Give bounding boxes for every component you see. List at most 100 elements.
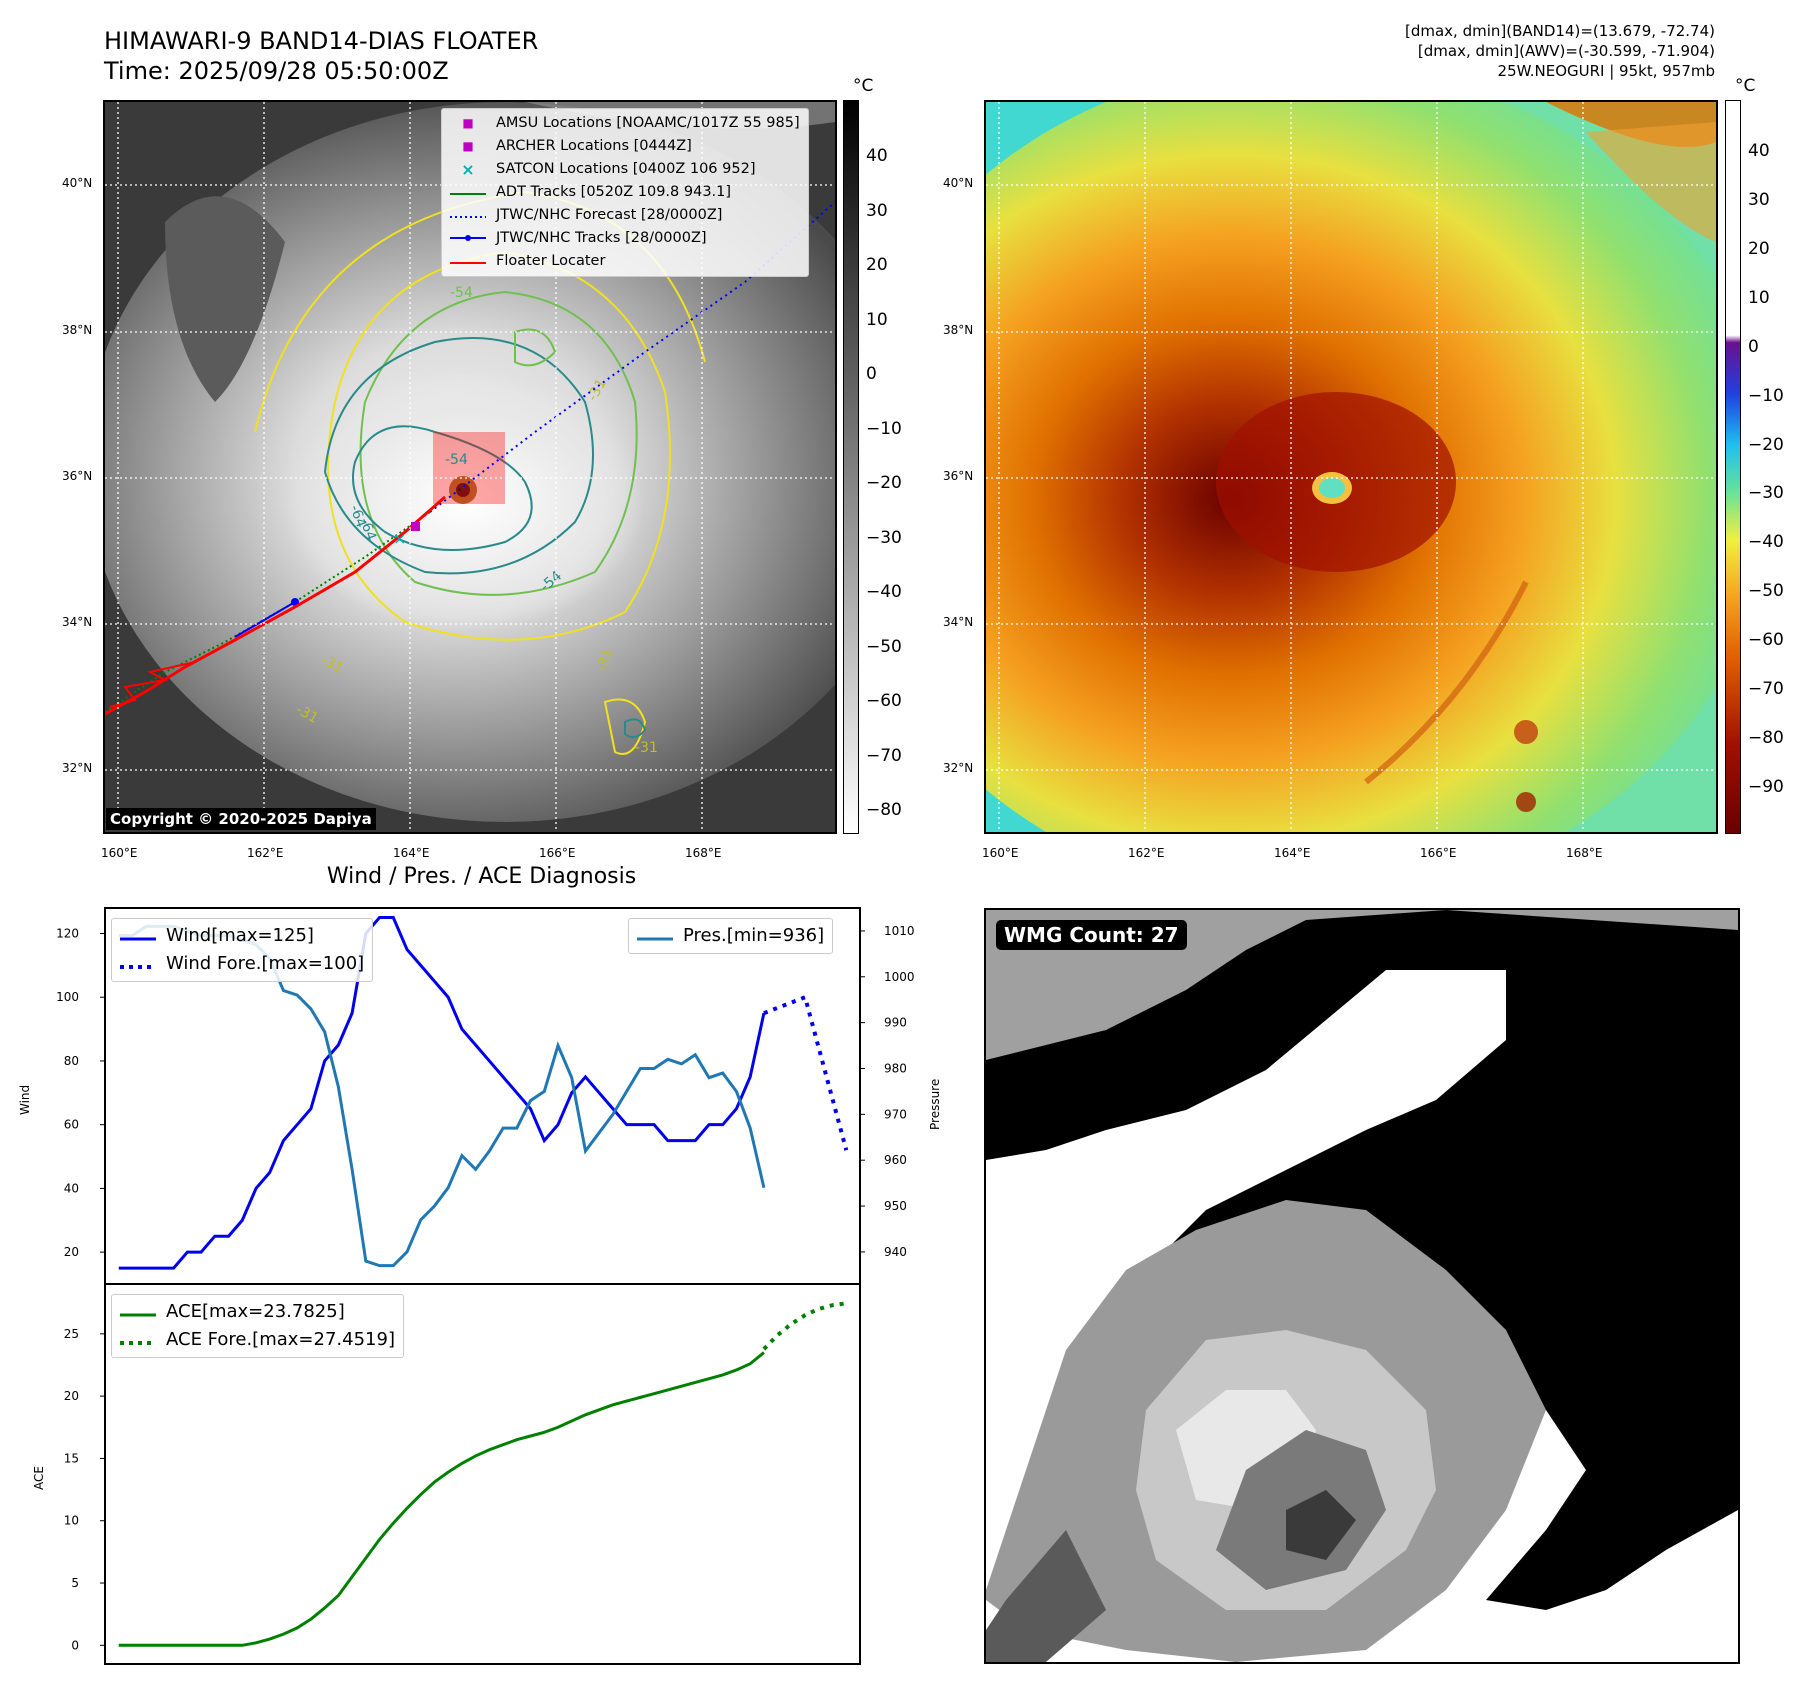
colorbar-tick-label: −80 — [1748, 728, 1784, 749]
lon-label: 164°E — [1274, 846, 1311, 860]
contour-label: -64 — [356, 516, 379, 543]
y2-tick-label: 940 — [884, 1245, 907, 1259]
plot-frame — [104, 1283, 861, 1665]
colorbar-tick-label: −90 — [1748, 777, 1784, 797]
legend-item-ace: ACE[max=23.7825] — [118, 1298, 395, 1326]
legend-item-amsu: ■ AMSU Locations [NOAAMC/1017Z 55 985] — [448, 112, 799, 135]
lon-label: 160°E — [101, 846, 138, 860]
ace-chart: 0 5 10 15 20 25 — [64, 1283, 861, 1665]
colorbar-tick-label: 40 — [1748, 141, 1770, 161]
colorbar-tick-label: −70 — [1748, 679, 1784, 700]
colorbar-tick-label: −70 — [866, 745, 902, 766]
legend-item-wind: Wind[max=125] — [118, 922, 364, 950]
lat-label: 32°N — [62, 761, 93, 775]
lon-label: 166°E — [1420, 846, 1457, 860]
svg-text:×: × — [393, 529, 406, 548]
figure-title: HIMAWARI-9 BAND14-DIAS FLOATER — [104, 27, 539, 55]
dotted-line-icon — [118, 950, 158, 978]
ace-forecast-line — [762, 1301, 847, 1351]
lon-label: 166°E — [539, 846, 576, 860]
chart-title: Wind / Pres. / ACE Diagnosis — [326, 864, 637, 889]
ir-map-panel: -54 -64 -64 -54 -31 -31 -31 -31 -31 -54 … — [103, 100, 837, 834]
info-band14-range: [dmax, dmin](BAND14)=(13.679, -72.74) — [1404, 22, 1715, 40]
legend-item-pressure: Pres.[min=936] — [635, 922, 824, 950]
legend-item-forecast: JTWC/NHC Forecast [28/0000Z] — [448, 204, 800, 227]
square-marker-icon: ■ — [462, 139, 474, 153]
colorbar-tick-label: −40 — [1748, 532, 1784, 553]
y2-tick-label: 980 — [884, 1061, 907, 1075]
legend-item-satcon: × SATCON Locations [0400Z 106 952] — [448, 158, 800, 181]
lat-label: 38°N — [62, 323, 93, 337]
legend-item-ace-forecast: ACE Fore.[max=27.4519] — [118, 1326, 395, 1354]
colorbar-awv — [1725, 100, 1741, 834]
wmg-panel: WMG Count: 27 — [984, 908, 1740, 1664]
info-awv-range: [dmax, dmin](AWV)=(-30.599, -71.904) — [1417, 42, 1715, 60]
colorbar-tick-label: 10 — [866, 309, 888, 330]
y-tick-label: 120 — [56, 926, 79, 940]
lon-label: 164°E — [393, 846, 430, 860]
ace-legend: ACE[max=23.7825] ACE Fore.[max=27.4519] — [111, 1294, 404, 1358]
colorbar-tick-label: −80 — [866, 800, 902, 820]
legend-item-tracks: JTWC/NHC Tracks [28/0000Z] — [448, 227, 800, 250]
contour-label: -54 — [445, 452, 468, 468]
solid-line-icon — [118, 1298, 158, 1326]
colorbar-tick-label: −60 — [866, 691, 902, 711]
wmg-image — [986, 910, 1738, 1662]
legend-item-wind-forecast: Wind Fore.[max=100] — [118, 950, 364, 978]
y-tick-label: 20 — [64, 1245, 79, 1259]
y-tick-label: 0 — [71, 1638, 79, 1652]
colorbar-tick-label: −60 — [1748, 630, 1784, 651]
solid-line-icon — [448, 181, 488, 204]
y-tick-label: 25 — [64, 1327, 79, 1341]
lat-label: 40°N — [62, 176, 93, 190]
info-storm: 25W.NEOGURI | 95kt, 957mb — [1497, 62, 1715, 80]
colorbar-tick-label: −30 — [1748, 483, 1784, 504]
contour-label: -54 — [450, 285, 473, 301]
colorbar-tick-label: 10 — [1748, 287, 1770, 308]
square-marker-icon: ■ — [462, 116, 474, 130]
y-tick-label: 10 — [64, 1514, 79, 1528]
lon-label: 162°E — [1128, 846, 1165, 860]
x-marker-icon: × — [461, 160, 475, 179]
y2-tick-label: 950 — [884, 1199, 907, 1213]
solid-line-icon — [635, 922, 675, 950]
colorbar-grayscale — [843, 100, 859, 834]
y2-tick-label: 970 — [884, 1107, 907, 1121]
lat-label: 36°N — [943, 469, 974, 483]
wind-forecast-line — [763, 994, 849, 1151]
colorbar-tick-label: −10 — [1748, 385, 1784, 406]
ace-axis-label: ACE — [32, 1466, 46, 1490]
legend-item-adt: ADT Tracks [0520Z 109.8 943.1] — [448, 181, 800, 204]
y-tick-label: 15 — [64, 1451, 79, 1465]
colorbar-tick-label: −20 — [1748, 434, 1784, 455]
solid-line-icon — [118, 922, 158, 950]
wind-series-line — [118, 916, 766, 1270]
wind-pressure-chart: 20 40 60 80 100 120 940 950 960 970 980 990 1000 1010 — [56, 907, 915, 1285]
legend-item-floater: Floater Locater — [448, 250, 800, 273]
contour-label: -31 — [635, 740, 658, 756]
colorbar-tick-label: −30 — [866, 527, 902, 548]
colorbar-tick-label: 0 — [866, 364, 877, 384]
colorbar-tick-label: −50 — [1748, 581, 1784, 602]
colorbar-tick-label: −50 — [866, 636, 902, 657]
y2-tick-label: 1000 — [884, 970, 915, 984]
y2-tick-label: 960 — [884, 1153, 907, 1167]
lat-label: 34°N — [943, 615, 974, 629]
wmg-count-badge: WMG Count: 27 — [996, 920, 1187, 950]
wind-legend: Wind[max=125] Wind Fore.[max=100] — [111, 918, 374, 982]
y2-tick-label: 990 — [884, 1016, 907, 1030]
y-tick-label: 5 — [71, 1576, 79, 1590]
colorbar-unit: °C — [853, 76, 874, 96]
wind-axis-label: Wind — [18, 1084, 32, 1115]
y-tick-label: 40 — [64, 1181, 79, 1195]
lon-label: 168°E — [1566, 846, 1603, 860]
y-tick-label: 100 — [56, 990, 79, 1004]
lon-label: 168°E — [685, 846, 722, 860]
legend-item-archer: ■ ARCHER Locations [0444Z] — [448, 135, 800, 158]
lon-label: 160°E — [982, 846, 1019, 860]
lat-label: 34°N — [62, 615, 93, 629]
pressure-legend: Pres.[min=936] — [628, 918, 834, 954]
contour-label: -31 — [594, 646, 617, 673]
copyright-badge: Copyright © 2020-2025 Dapiya — [106, 808, 376, 830]
colorbar-tick-label: 20 — [1748, 238, 1770, 259]
